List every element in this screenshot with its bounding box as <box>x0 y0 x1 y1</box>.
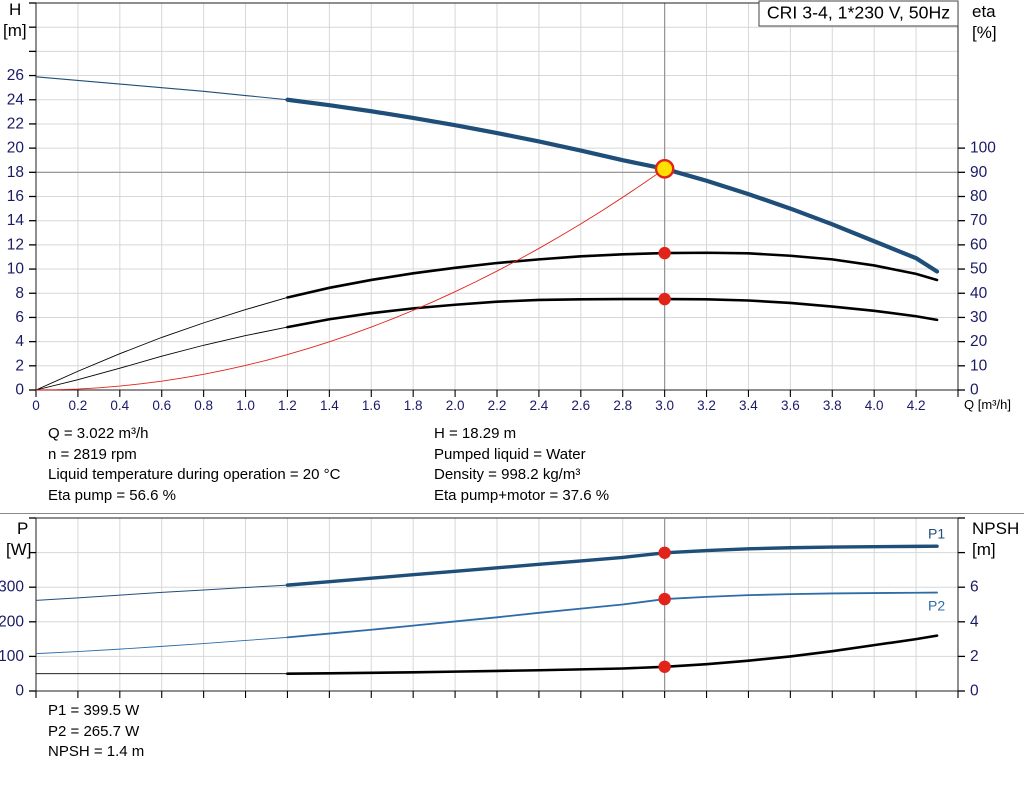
svg-text:100: 100 <box>0 648 24 665</box>
svg-text:0.4: 0.4 <box>110 398 129 413</box>
svg-text:12: 12 <box>7 236 24 253</box>
svg-text:30: 30 <box>970 309 988 326</box>
svg-text:0: 0 <box>15 382 24 399</box>
svg-text:1.4: 1.4 <box>320 398 339 413</box>
svg-text:3.0: 3.0 <box>655 398 674 413</box>
svg-text:4: 4 <box>15 333 24 350</box>
svg-text:0: 0 <box>970 683 979 700</box>
svg-text:0.8: 0.8 <box>194 398 213 413</box>
svg-text:Q [m³/h]: Q [m³/h] <box>964 397 1011 412</box>
svg-text:1.0: 1.0 <box>236 398 255 413</box>
svg-text:10: 10 <box>7 261 25 278</box>
svg-text:8: 8 <box>15 285 24 302</box>
svg-text:2: 2 <box>970 648 979 665</box>
svg-text:20: 20 <box>970 333 988 350</box>
svg-text:100: 100 <box>970 140 996 157</box>
svg-text:P: P <box>17 519 28 538</box>
svg-text:[m]: [m] <box>972 540 996 559</box>
svg-text:1.2: 1.2 <box>278 398 297 413</box>
svg-text:[m]: [m] <box>3 21 27 40</box>
svg-text:60: 60 <box>970 236 988 253</box>
svg-text:0: 0 <box>15 683 24 700</box>
svg-text:3.2: 3.2 <box>697 398 716 413</box>
svg-text:eta: eta <box>972 2 996 21</box>
svg-text:26: 26 <box>7 67 24 84</box>
svg-text:NPSH: NPSH <box>972 519 1019 538</box>
svg-text:4: 4 <box>970 613 979 630</box>
svg-text:2.6: 2.6 <box>571 398 590 413</box>
svg-text:50: 50 <box>970 261 988 278</box>
svg-text:1.6: 1.6 <box>362 398 381 413</box>
svg-text:P1: P1 <box>928 525 945 541</box>
svg-text:4.2: 4.2 <box>907 398 926 413</box>
svg-text:2.2: 2.2 <box>488 398 507 413</box>
svg-text:10: 10 <box>970 357 988 374</box>
svg-text:70: 70 <box>970 212 988 229</box>
svg-text:3.4: 3.4 <box>739 398 758 413</box>
svg-text:2: 2 <box>15 357 24 374</box>
svg-text:0: 0 <box>32 398 40 413</box>
svg-text:[W]: [W] <box>6 540 32 559</box>
svg-text:6: 6 <box>15 309 24 326</box>
svg-text:18: 18 <box>7 164 24 181</box>
svg-text:80: 80 <box>970 188 988 205</box>
svg-text:24: 24 <box>7 91 25 108</box>
svg-text:14: 14 <box>7 212 25 229</box>
svg-text:16: 16 <box>7 188 24 205</box>
svg-text:200: 200 <box>0 613 24 630</box>
svg-text:H: H <box>9 0 21 19</box>
svg-text:22: 22 <box>7 115 24 132</box>
svg-text:CRI 3-4, 1*230 V, 50Hz: CRI 3-4, 1*230 V, 50Hz <box>767 3 950 23</box>
svg-text:0: 0 <box>970 382 979 399</box>
svg-text:3.8: 3.8 <box>823 398 842 413</box>
svg-text:1.8: 1.8 <box>404 398 423 413</box>
svg-text:0.2: 0.2 <box>69 398 88 413</box>
svg-text:2.8: 2.8 <box>613 398 632 413</box>
svg-text:20: 20 <box>7 140 25 157</box>
svg-text:300: 300 <box>0 579 24 596</box>
svg-text:6: 6 <box>970 579 979 596</box>
svg-text:0.6: 0.6 <box>152 398 171 413</box>
svg-text:4.0: 4.0 <box>865 398 884 413</box>
svg-text:P2: P2 <box>928 598 945 614</box>
svg-text:2.0: 2.0 <box>446 398 465 413</box>
svg-text:90: 90 <box>970 164 988 181</box>
svg-text:3.6: 3.6 <box>781 398 800 413</box>
svg-text:40: 40 <box>970 285 988 302</box>
svg-text:2.4: 2.4 <box>530 398 549 413</box>
svg-text:[%]: [%] <box>972 23 997 42</box>
